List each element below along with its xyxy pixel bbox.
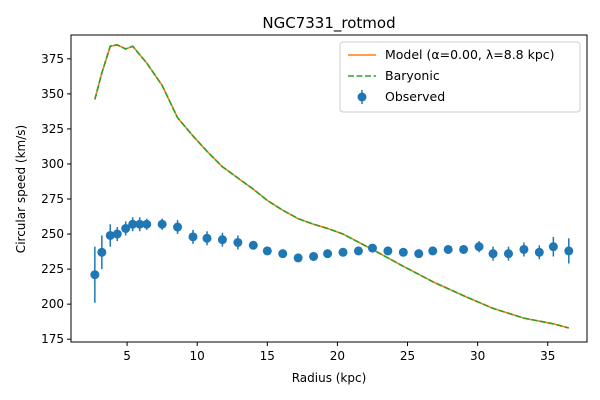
y-tick-label: 325 [41, 122, 64, 136]
data-point [278, 249, 288, 259]
y-tick-label: 350 [41, 87, 64, 101]
data-point [383, 246, 393, 256]
axes-frame [70, 34, 588, 343]
y-tick-label: 225 [41, 262, 64, 276]
data-point [564, 246, 574, 256]
data-point [173, 222, 183, 232]
x-tick-label: 10 [190, 349, 205, 363]
x-tick-label: 25 [400, 349, 415, 363]
data-point [428, 246, 438, 256]
y-tick-label: 175 [41, 332, 64, 346]
data-point [262, 246, 272, 256]
legend-label: Observed [385, 89, 445, 104]
x-tick-label: 15 [260, 349, 275, 363]
y-axis-label: Circular speed (km/s) [14, 125, 28, 253]
baryonic-line [94, 44, 569, 329]
data-point [488, 249, 498, 259]
data-point [503, 249, 513, 259]
data-point [548, 242, 558, 252]
x-axis-label: Radius (kpc) [292, 371, 367, 385]
y-tick-label: 200 [41, 297, 64, 311]
x-tick-label: 5 [123, 349, 131, 363]
data-point [443, 244, 453, 254]
y-tick-label: 375 [41, 52, 64, 66]
data-point [414, 249, 424, 259]
y-tick-label: 275 [41, 192, 64, 206]
y-tick-label: 300 [41, 157, 64, 171]
plot-area [90, 44, 574, 329]
data-point [474, 242, 484, 252]
data-point [97, 247, 107, 257]
data-point [202, 233, 212, 243]
data-point [128, 219, 138, 229]
legend-label: Model (α=0.00, λ=8.8 kpc) [385, 47, 555, 62]
data-point [309, 251, 319, 261]
data-point [188, 232, 198, 242]
data-point [534, 247, 544, 257]
data-point [323, 249, 333, 259]
data-point [338, 247, 348, 257]
plot-series-group [90, 44, 574, 329]
data-point [217, 235, 227, 245]
axes: 5 10 15 20 25 30 35 175 200 225 250 275 300 325 350 375 [41, 34, 588, 363]
data-point [112, 229, 122, 239]
data-point [353, 246, 363, 256]
data-point [398, 247, 408, 257]
x-tick-label: 20 [330, 349, 345, 363]
data-point [121, 223, 131, 233]
chart-title: NGC7331_rotmod [262, 14, 395, 33]
legend-label: Baryonic [385, 68, 440, 83]
data-point [367, 243, 377, 253]
legend-handle-marker [357, 92, 367, 102]
x-tick-label: 30 [470, 349, 485, 363]
data-point [142, 219, 152, 229]
data-point [105, 230, 115, 240]
legend-box [339, 41, 581, 113]
y-tick-label: 250 [41, 227, 64, 241]
legend: Model (α=0.00, λ=8.8 kpc) Baryonic Observe… [339, 41, 581, 113]
data-point [135, 219, 145, 229]
data-point [459, 244, 469, 254]
data-point [233, 237, 243, 247]
data-point [157, 219, 167, 229]
data-point [248, 240, 258, 250]
data-point [519, 244, 529, 254]
x-tick-label: 35 [540, 349, 555, 363]
data-point [90, 270, 100, 280]
data-point [293, 253, 303, 263]
